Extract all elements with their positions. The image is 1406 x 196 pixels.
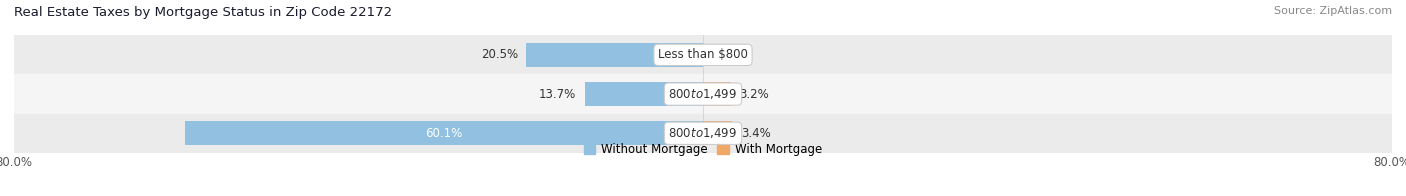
Text: 60.1%: 60.1% (426, 127, 463, 140)
Bar (703, 82, 731, 106)
Text: Source: ZipAtlas.com: Source: ZipAtlas.com (1274, 6, 1392, 16)
Bar (14, 114, 1392, 153)
Bar (186, 121, 703, 145)
Text: 20.5%: 20.5% (481, 48, 517, 61)
Bar (585, 82, 703, 106)
Text: $800 to $1,499: $800 to $1,499 (668, 87, 738, 101)
Bar (526, 43, 703, 67)
Bar (703, 121, 733, 145)
Text: $800 to $1,499: $800 to $1,499 (668, 126, 738, 140)
Bar (14, 35, 1392, 74)
Text: 3.4%: 3.4% (741, 127, 770, 140)
Text: Less than $800: Less than $800 (658, 48, 748, 61)
Text: 0.0%: 0.0% (711, 48, 741, 61)
Text: 3.2%: 3.2% (740, 88, 769, 101)
Text: 13.7%: 13.7% (538, 88, 576, 101)
Text: Real Estate Taxes by Mortgage Status in Zip Code 22172: Real Estate Taxes by Mortgage Status in … (14, 6, 392, 19)
Bar (14, 74, 1392, 114)
Legend: Without Mortgage, With Mortgage: Without Mortgage, With Mortgage (579, 139, 827, 161)
